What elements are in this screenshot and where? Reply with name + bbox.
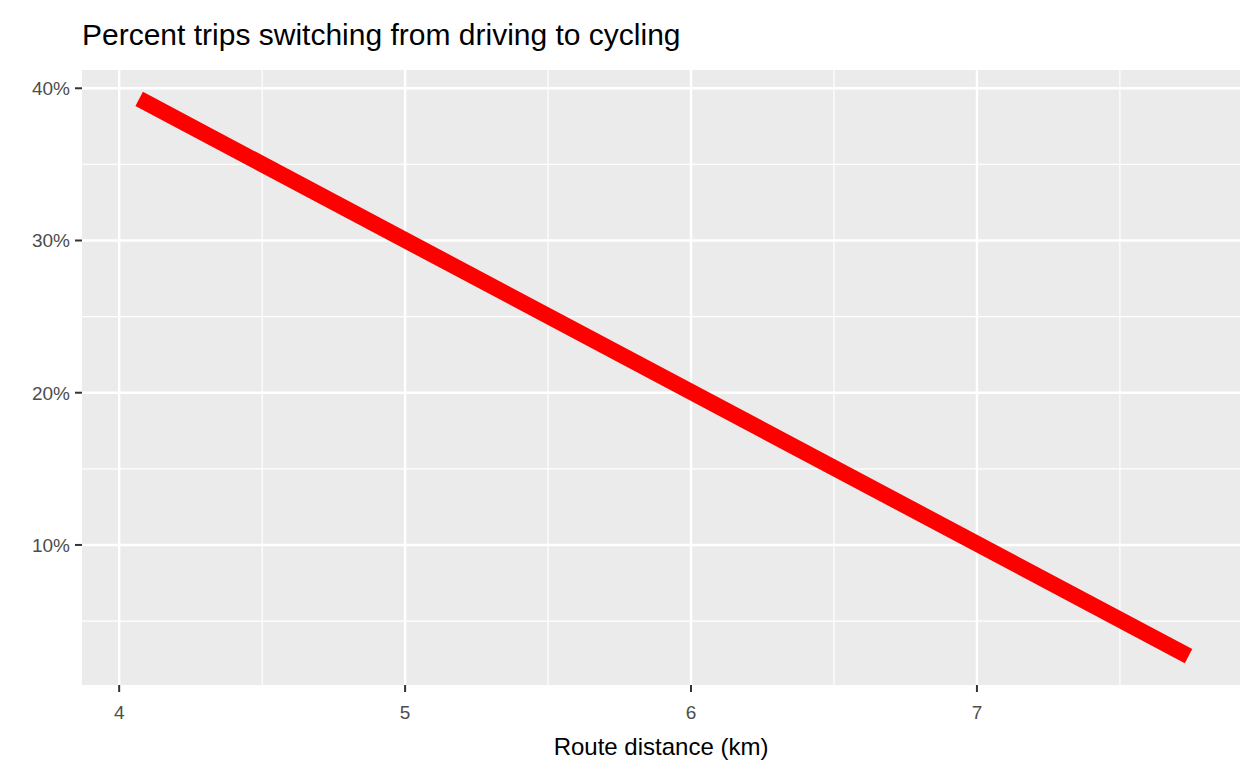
x-tick [976, 685, 978, 692]
x-tick [690, 685, 692, 692]
grid-line [404, 70, 406, 685]
x-tick [118, 685, 120, 692]
x-tick-label: 5 [400, 702, 411, 723]
minor-grid-line [82, 468, 1240, 469]
grid-line [690, 70, 692, 685]
grid-line [82, 239, 1240, 241]
minor-grid-line [82, 620, 1240, 621]
panel [82, 70, 1240, 685]
grid-line [82, 87, 1240, 89]
x-tick-label: 4 [114, 702, 125, 723]
y-tick [75, 239, 82, 241]
data-line [139, 99, 1188, 656]
data-group [139, 99, 1188, 656]
x-tick-label: 6 [686, 702, 697, 723]
minor-grid-line [547, 70, 548, 685]
grid [82, 70, 1240, 685]
grid-line [82, 392, 1240, 394]
minor-grid-line [82, 316, 1240, 317]
x-axis-label: Route distance (km) [554, 733, 769, 760]
y-tick-label: 10% [32, 535, 70, 556]
x-tick [404, 685, 406, 692]
y-tick-label: 20% [32, 383, 70, 404]
grid-line [118, 70, 120, 685]
y-tick [75, 87, 82, 89]
y-tick [75, 392, 82, 394]
grid-line [976, 70, 978, 685]
chart: 4 5 6 7 10% 20% 30% 40% Percent trips switching … [0, 0, 1260, 778]
minor-grid-line [833, 70, 834, 685]
x-tick-label: 7 [972, 702, 983, 723]
minor-grid-line [1119, 70, 1120, 685]
y-tick-label: 30% [32, 230, 70, 251]
y-tick-label: 40% [32, 78, 70, 99]
grid-line [82, 544, 1240, 546]
y-tick [75, 544, 82, 546]
title: Percent trips switching from driving to … [82, 18, 681, 51]
